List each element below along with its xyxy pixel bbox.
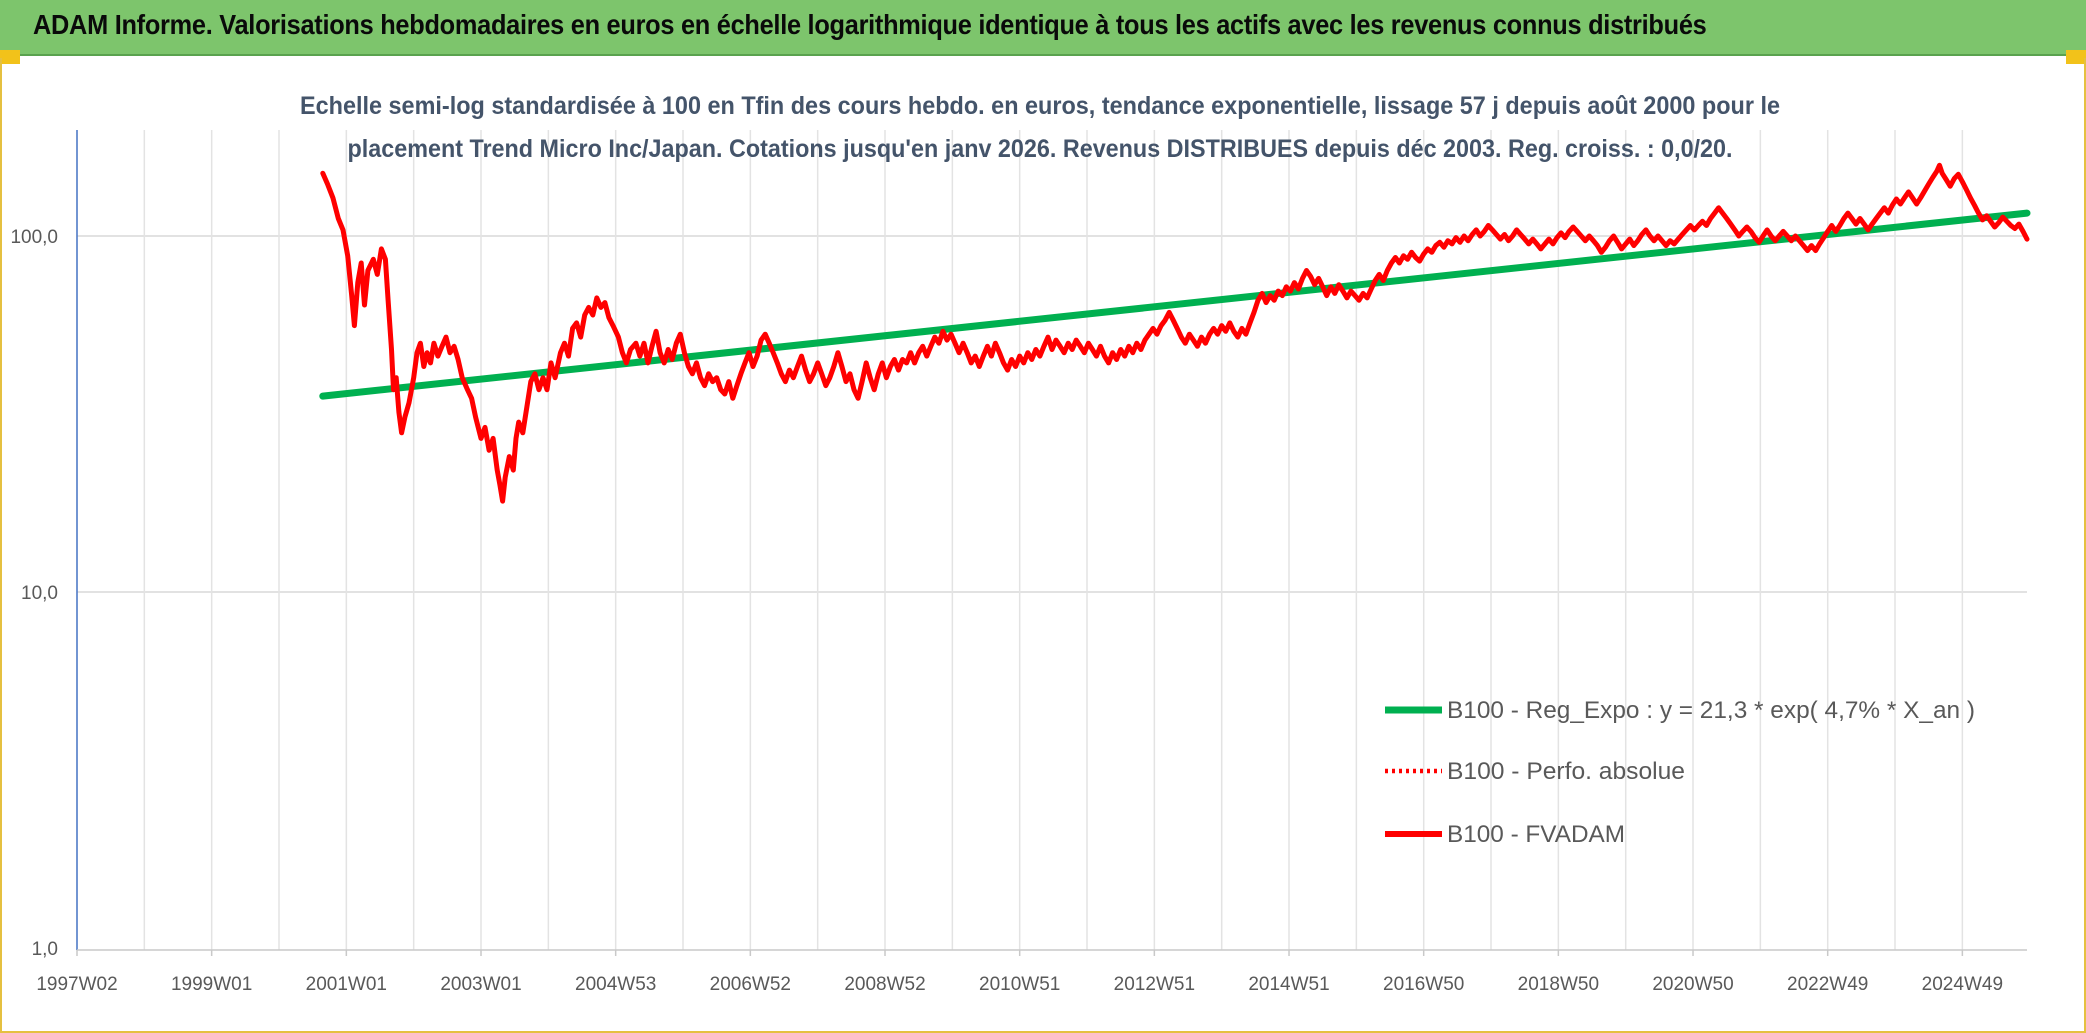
y-tick-labels: 1,0 10,0 100,0: [10, 227, 58, 960]
y-tick-label: 100,0: [10, 227, 58, 248]
series-line-fvadam: [320, 162, 2030, 504]
chart-title-line-1: Echelle semi-log standardisée à 100 en T…: [300, 92, 1780, 120]
x-tick-label: 2006W52: [710, 974, 791, 995]
corner-marker-left: [0, 50, 20, 64]
x-tick-label: 1999W01: [171, 974, 252, 995]
x-tick-labels: 1997W02 1999W01 2001W01 2003W01 2004W53 2006W…: [36, 950, 2003, 995]
x-tick-label: 2003W01: [440, 974, 521, 995]
x-tick-label: 2012W51: [1114, 974, 1195, 995]
x-tick-label: 2014W51: [1248, 974, 1329, 995]
x-tick-label: 2018W50: [1518, 974, 1599, 995]
banner-title: ADAM Informe. Valorisations hebdomadaire…: [33, 9, 1707, 40]
legend-label-reg-expo: B100 - Reg_Expo : y = 21,3 * exp( 4,7% *…: [1447, 697, 1975, 724]
chart-frame: [0, 58, 2086, 1033]
y-tick-label: 1,0: [32, 939, 58, 960]
legend: B100 - Reg_Expo : y = 21,3 * exp( 4,7% *…: [1385, 697, 1975, 848]
title-banner: ADAM Informe. Valorisations hebdomadaire…: [0, 0, 2086, 56]
x-tick-label: 2004W53: [575, 974, 656, 995]
x-tick-label: 2010W51: [979, 974, 1060, 995]
legend-label-perfo-absolue: B100 - Perfo. absolue: [1447, 758, 1685, 785]
chart-title-line-2: placement Trend Micro Inc/Japan. Cotatio…: [348, 135, 1733, 163]
series-line-reg-expo: [319, 209, 2031, 400]
legend-label-fvadam: B100 - FVADAM: [1447, 821, 1625, 848]
series-layer: [319, 162, 2031, 504]
y-tick-label: 10,0: [21, 583, 58, 604]
grid-lines: [77, 130, 2027, 950]
x-tick-label: 2001W01: [306, 974, 387, 995]
x-tick-label: 2016W50: [1383, 974, 1464, 995]
x-tick-label: 2024W49: [1922, 974, 2003, 995]
x-tick-label: 2022W49: [1787, 974, 1868, 995]
x-tick-label: 2020W50: [1652, 974, 1733, 995]
x-tick-label: 1997W02: [36, 974, 117, 995]
corner-marker-right: [2066, 50, 2086, 64]
x-tick-label: 2008W52: [844, 974, 925, 995]
